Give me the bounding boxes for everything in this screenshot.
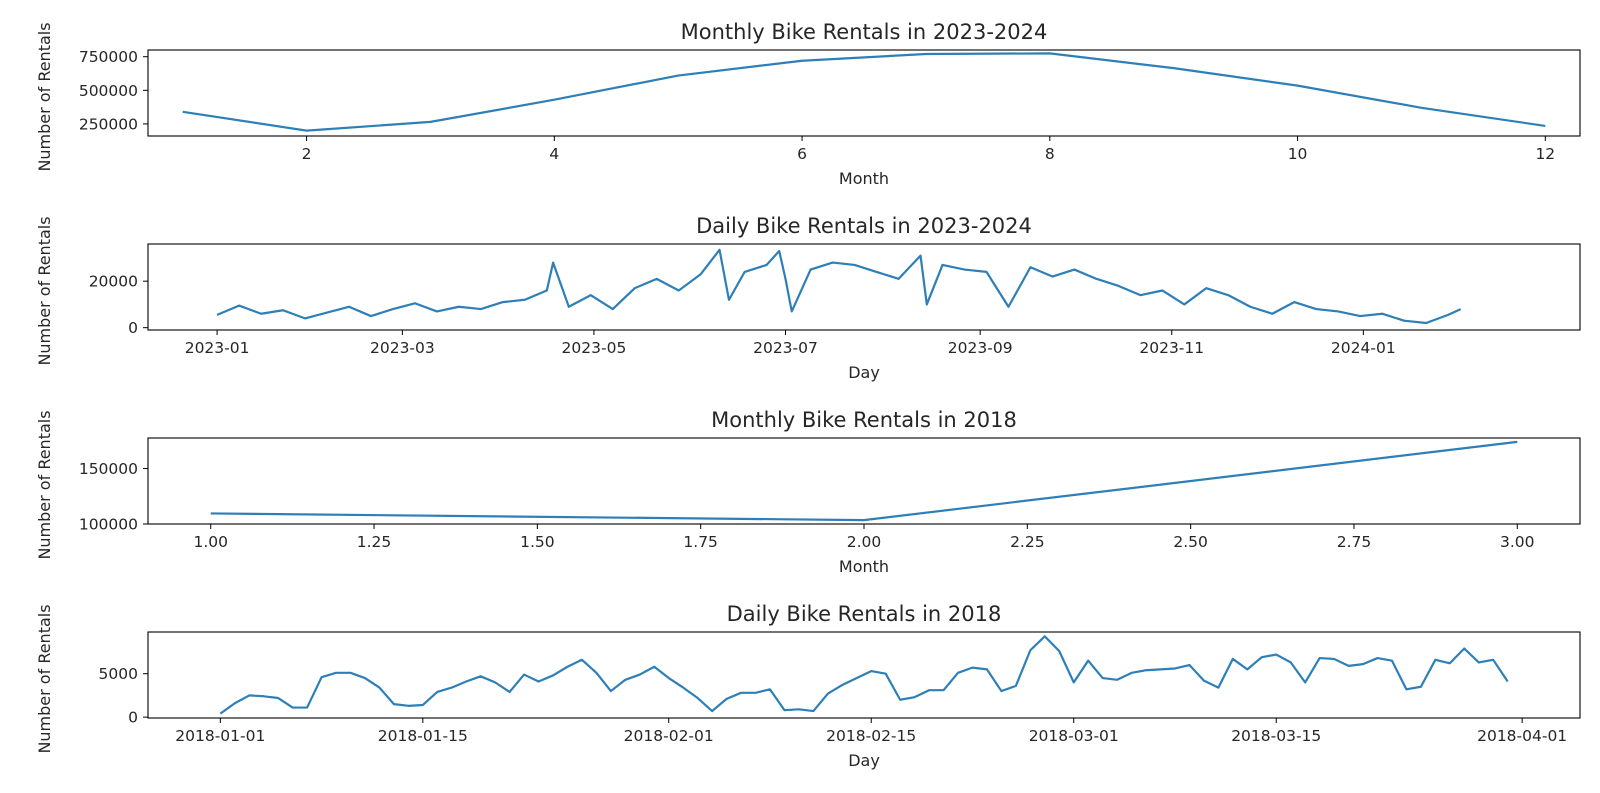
chart-panel-1: Monthly Bike Rentals in 2023-2024 2 4 6 8 10 1… [35, 20, 1581, 188]
x-axis-label: Month [839, 169, 889, 188]
y-tick-label: 20000 [89, 273, 138, 291]
x-tick-label: 2023-11 [1139, 339, 1204, 357]
chart-title: Monthly Bike Rentals in 2023-2024 [681, 20, 1048, 44]
x-tick-label: 2 [302, 145, 312, 163]
y-tick-label: 500000 [79, 82, 138, 100]
x-axis-label: Month [839, 557, 889, 576]
x-tick-label: 2023-09 [948, 339, 1013, 357]
series-line [210, 440, 1518, 522]
x-tick-label: 2018-01-01 [175, 727, 265, 745]
x-tick-label: 1.00 [193, 533, 228, 551]
x-tick-label: 2.50 [1173, 533, 1208, 551]
y-tick-label: 5000 [99, 665, 138, 683]
chart-panel-4: Daily Bike Rentals in 2018 2018-01-01 2018… [35, 602, 1581, 770]
y-tick-label: 250000 [79, 115, 138, 133]
x-tick-label: 10 [1288, 145, 1308, 163]
x-tick-label: 1.25 [357, 533, 392, 551]
plot-frame [147, 49, 1581, 137]
x-tick-label: 12 [1535, 145, 1555, 163]
x-tick-label: 6 [797, 145, 807, 163]
x-tick-label: 2.75 [1337, 533, 1372, 551]
y-tick-label: 100000 [79, 516, 138, 534]
x-tick-label: 2018-04-01 [1477, 727, 1567, 745]
x-tick-label: 1.75 [683, 533, 718, 551]
series-line [219, 635, 1509, 715]
y-axis-label: Number of Rentals [35, 410, 54, 559]
x-tick-label: 2018-02-01 [624, 727, 714, 745]
x-tick-label: 2018-02-15 [826, 727, 916, 745]
y-axis-label: Number of Rentals [35, 22, 54, 171]
chart-panel-3: Monthly Bike Rentals in 2018 1.00 1.25 1.50… [35, 408, 1581, 576]
x-tick-label: 2.25 [1010, 533, 1045, 551]
x-tick-label: 2018-03-15 [1231, 727, 1321, 745]
y-tick-label: 150000 [79, 460, 138, 478]
x-tick-label: 2023-01 [185, 339, 250, 357]
x-tick-label: 2018-03-01 [1029, 727, 1119, 745]
x-tick-label: 2023-07 [753, 339, 818, 357]
chart-title: Daily Bike Rentals in 2018 [727, 602, 1002, 626]
series-line [182, 52, 1546, 132]
y-axis-label: Number of Rentals [35, 604, 54, 753]
x-tick-label: 3.00 [1500, 533, 1535, 551]
x-tick-label: 2024-01 [1331, 339, 1396, 357]
x-tick-label: 2023-03 [370, 339, 435, 357]
x-tick-label: 2018-01-15 [378, 727, 468, 745]
x-tick-label: 2.00 [847, 533, 882, 551]
x-tick-label: 1.50 [520, 533, 555, 551]
chart-title: Daily Bike Rentals in 2023-2024 [696, 214, 1032, 238]
x-axis-label: Day [848, 751, 880, 770]
y-axis-label: Number of Rentals [35, 216, 54, 365]
plot-frame [147, 437, 1581, 525]
y-tick-label: 0 [128, 319, 138, 337]
x-tick-label: 2023-05 [562, 339, 627, 357]
y-tick-label: 750000 [79, 48, 138, 66]
x-tick-label: 8 [1045, 145, 1055, 163]
y-tick-label: 0 [128, 709, 138, 727]
series-line [216, 248, 1462, 325]
x-tick-label: 4 [549, 145, 559, 163]
plot-frame [147, 243, 1581, 331]
plot-frame [147, 631, 1581, 719]
x-axis-label: Day [848, 363, 880, 382]
chart-panel-2: Daily Bike Rentals in 2023-2024 2023-01 20… [35, 214, 1581, 382]
chart-title: Monthly Bike Rentals in 2018 [711, 408, 1017, 432]
